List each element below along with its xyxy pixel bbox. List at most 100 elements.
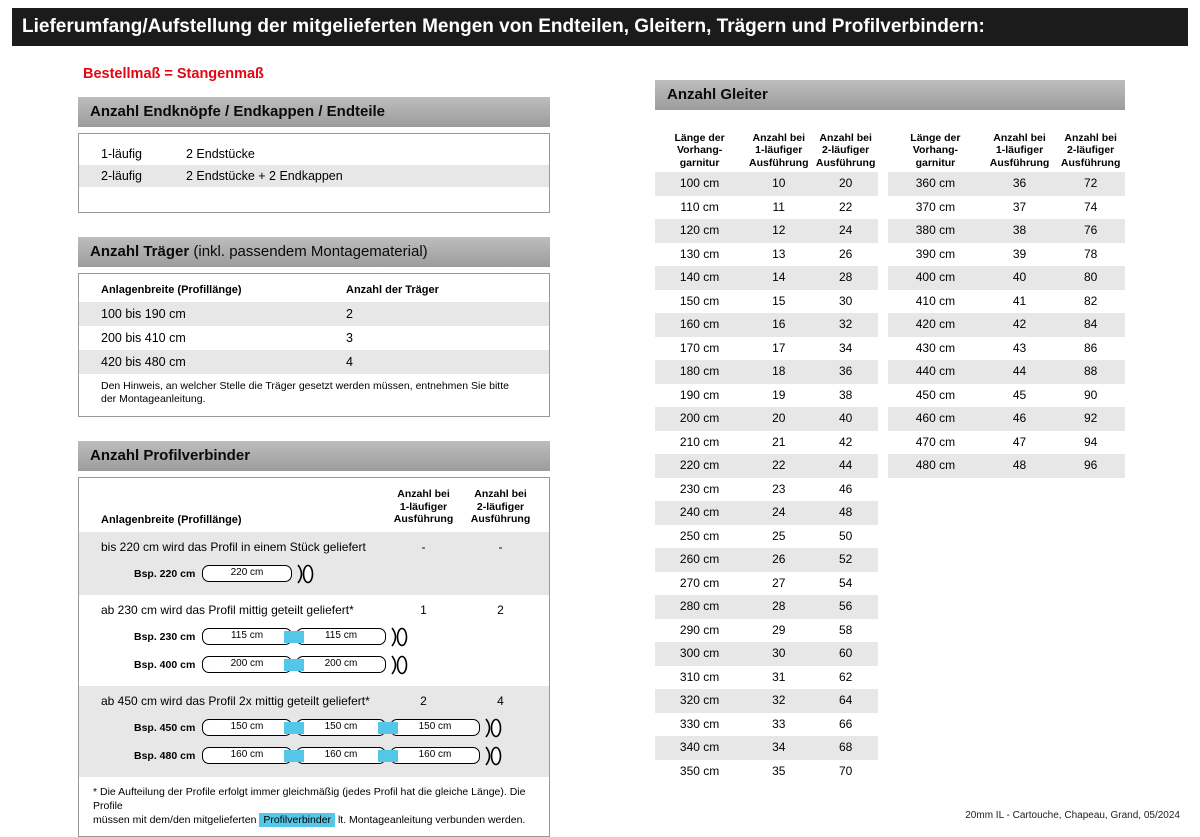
gleiter-row: 380 cm 38 76 xyxy=(888,219,1125,243)
gleiter-row: 350 cm 35 70 xyxy=(655,760,878,784)
garnitur-length-cell: 190 cm xyxy=(679,387,720,402)
count-1-laeufig-cell: 42 xyxy=(1012,317,1027,331)
endstueck-icon xyxy=(388,626,408,648)
traeger-note: Den Hinweis, an welcher Stelle die Träge… xyxy=(101,380,509,405)
profile-example-row: Bsp. 230 cm 115 cm 115 cm xyxy=(134,626,539,648)
count-2-laeufig-cell: 2 xyxy=(497,602,504,617)
garnitur-length-cell: 100 cm xyxy=(679,176,720,190)
gleiter-row: 480 cm 48 96 xyxy=(888,454,1125,478)
section-header-profilverbinder: Anzahl Profilverbinder xyxy=(78,441,550,471)
gleiter-row: 240 cm 24 48 xyxy=(655,501,878,525)
gleiter-row: 260 cm 26 52 xyxy=(655,548,878,572)
count-1-laeufig-cell: 22 xyxy=(772,458,786,472)
endteile-table: 1-läufig 2 Endstücke 2-läufig 2 Endstück… xyxy=(78,133,550,213)
gleiter-table-header: Länge der Vorhang- garnitur Anzahl bei 1… xyxy=(655,124,878,172)
garnitur-length-cell: 130 cm xyxy=(679,246,720,261)
profile-segment: 150 cm xyxy=(296,719,386,736)
garnitur-length-cell: 170 cm xyxy=(679,340,720,355)
count-1-laeufig-cell: 2 xyxy=(420,693,427,708)
garnitur-length-cell: 300 cm xyxy=(679,646,720,660)
count-1-laeufig-cell: 35 xyxy=(772,763,786,778)
profile-segment: 115 cm xyxy=(296,628,386,645)
gleiter-tables: Länge der Vorhang- garnitur Anzahl bei 1… xyxy=(655,124,1125,783)
profilverbinder-connector xyxy=(378,721,398,734)
count-1-laeufig-cell: 41 xyxy=(1012,293,1027,308)
garnitur-length-cell: 280 cm xyxy=(679,599,720,613)
gleiter-row: 320 cm 32 64 xyxy=(655,689,878,713)
gleiter-row: 390 cm 39 78 xyxy=(888,243,1125,267)
count-2-laeufig-cell: 20 xyxy=(838,176,853,190)
count-2-laeufig-cell: 80 xyxy=(1083,270,1098,284)
example-label: Bsp. 220 cm xyxy=(134,567,196,580)
count-1-laeufig-cell: 32 xyxy=(772,693,786,707)
count-1-laeufig-cell: 13 xyxy=(772,246,786,261)
section-header-gleiter-label: Anzahl Gleiter xyxy=(667,86,768,103)
count-1-laeufig-cell: 33 xyxy=(772,716,786,731)
gleiter-row: 250 cm 25 50 xyxy=(655,525,878,549)
count-2-laeufig-cell: 66 xyxy=(838,716,853,731)
garnitur-length-cell: 120 cm xyxy=(679,223,720,237)
count-1-laeufig-cell: 38 xyxy=(1012,223,1027,237)
count-1-laeufig-cell: 10 xyxy=(772,176,786,190)
garnitur-length-cell: 200 cm xyxy=(679,411,720,425)
garnitur-length-cell: 290 cm xyxy=(679,622,720,637)
garnitur-length-cell: 240 cm xyxy=(679,505,720,519)
gleiter-row: 370 cm 37 74 xyxy=(888,196,1125,220)
gleiter-row: 170 cm 17 34 xyxy=(655,337,878,361)
count-2-laeufig-cell: 70 xyxy=(838,763,853,778)
gleiter-row: 280 cm 28 56 xyxy=(655,595,878,619)
garnitur-length-cell: 150 cm xyxy=(679,293,720,308)
garnitur-length-cell: 360 cm xyxy=(915,176,956,190)
gleiter-row: 180 cm 18 36 xyxy=(655,360,878,384)
count-2-laeufig-cell: - xyxy=(498,539,503,554)
count-2-laeufig-cell: 38 xyxy=(838,387,853,402)
count-2-laeufig-cell: 76 xyxy=(1083,223,1098,237)
endteile-value: 2 Endstücke + 2 Endkappen xyxy=(186,169,343,183)
garnitur-length-cell: 250 cm xyxy=(679,528,720,543)
count-2-laeufig-cell: 92 xyxy=(1083,411,1098,425)
example-label: Bsp. 480 cm xyxy=(134,749,196,762)
range-cell: 200 bis 410 cm xyxy=(101,331,186,345)
gleiter-row: 420 cm 42 84 xyxy=(888,313,1125,337)
section-header-gleiter: Anzahl Gleiter xyxy=(655,80,1125,110)
count-2-laeufig-cell: 28 xyxy=(838,270,853,284)
count-2-laeufig-cell: 22 xyxy=(838,199,853,214)
gleiter-row: 150 cm 15 30 xyxy=(655,290,878,314)
profilverbinder-connector xyxy=(284,721,304,734)
count-1-laeufig-cell: 40 xyxy=(1012,270,1027,284)
gleiter-row: 190 cm 19 38 xyxy=(655,384,878,408)
col-header-2-laeufig: Anzahl bei 2-läufiger Ausführung xyxy=(815,131,876,169)
profile-segment: 160 cm xyxy=(390,747,480,764)
footnote-text: * Die Aufteilung der Profile erfolgt imm… xyxy=(93,785,526,826)
footnote: * Die Aufteilung der Profile erfolgt imm… xyxy=(79,777,549,832)
count-cell: 2 xyxy=(346,307,353,321)
garnitur-length-cell: 400 cm xyxy=(915,270,956,284)
rule-text: ab 450 cm wird das Profil 2x mittig gete… xyxy=(101,693,370,708)
gleiter-row: 400 cm 40 80 xyxy=(888,266,1125,290)
count-1-laeufig-cell: 27 xyxy=(772,575,786,590)
profilverbinder-connector xyxy=(284,749,304,762)
count-1-laeufig-cell: 11 xyxy=(772,199,785,214)
count-2-laeufig-cell: 72 xyxy=(1083,176,1098,190)
profilverbinder-rule-row: ab 230 cm wird das Profil mittig geteilt… xyxy=(79,600,539,620)
count-2-laeufig-cell: 78 xyxy=(1083,246,1098,261)
count-2-laeufig-cell: 52 xyxy=(838,552,853,566)
count-2-laeufig-cell: 60 xyxy=(838,646,853,660)
count-2-laeufig-cell: 46 xyxy=(838,481,853,496)
example-label: Bsp. 400 cm xyxy=(134,658,196,671)
gleiter-row: 120 cm 12 24 xyxy=(655,219,878,243)
gleiter-row: 290 cm 29 58 xyxy=(655,619,878,643)
col-header-1-laeufig: Anzahl bei 1-läufiger Ausführung xyxy=(393,488,454,525)
count-1-laeufig-cell: 36 xyxy=(1012,176,1027,190)
gleiter-row: 210 cm 21 42 xyxy=(655,431,878,455)
profile-example-row: Bsp. 450 cm 150 cm 150 cm 150 cm xyxy=(134,717,539,739)
count-1-laeufig-cell: 23 xyxy=(772,481,786,496)
endstueck-icon xyxy=(388,654,408,676)
profile-rod-diagram: 150 cm 150 cm 150 cm xyxy=(202,717,502,739)
count-2-laeufig-cell: 32 xyxy=(838,317,853,331)
profile-example-row: Bsp. 400 cm 200 cm 200 cm xyxy=(134,654,539,676)
count-1-laeufig-cell: 19 xyxy=(772,387,786,402)
garnitur-length-cell: 430 cm xyxy=(915,340,956,355)
garnitur-length-cell: 380 cm xyxy=(915,223,956,237)
profile-rod-diagram: 115 cm 115 cm xyxy=(202,626,408,648)
